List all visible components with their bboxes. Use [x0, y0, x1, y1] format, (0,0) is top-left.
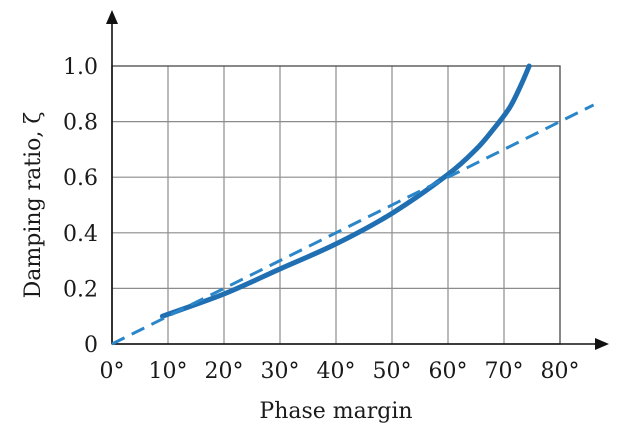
x-tick-label: 70°: [485, 359, 524, 384]
y-axis-arrow: [106, 10, 118, 24]
y-tick-label: 0.6: [63, 166, 98, 191]
x-tick-label: 80°: [541, 359, 580, 384]
grid: [112, 66, 560, 344]
x-tick-label: 60°: [429, 359, 468, 384]
y-tick-label: 0.8: [63, 111, 98, 136]
y-tick-label: 0.2: [63, 277, 98, 302]
x-axis-title: Phase margin: [259, 399, 412, 424]
x-tick-label: 0°: [100, 359, 125, 384]
x-tick-label: 20°: [205, 359, 244, 384]
y-axis-title: Damping ratio, ζ: [21, 112, 46, 299]
series: [111, 63, 595, 346]
y-tick-label: 1.0: [63, 55, 98, 80]
x-axis-arrow: [595, 338, 609, 350]
x-tick-label: 30°: [261, 359, 300, 384]
approximation-dashed-line: [111, 103, 595, 346]
x-tick-label: 10°: [149, 359, 188, 384]
y-tick-label: 0.4: [63, 222, 98, 247]
x-tick-label: 40°: [317, 359, 356, 384]
y-tick-label: 0: [84, 333, 98, 358]
tick-labels: 0° 10° 20° 30° 40° 50° 60° 70° 80° 0 0.2 0.4 0.6 0.8 1…: [63, 55, 580, 384]
x-tick-label: 50°: [373, 359, 412, 384]
damping-ratio-curve: [159, 63, 532, 319]
